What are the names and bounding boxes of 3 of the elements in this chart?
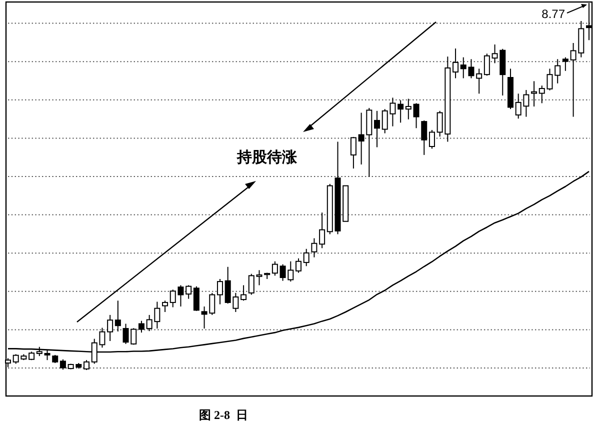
annotation: 图 2-8 日 xyxy=(199,408,248,422)
annotation: 8.77 xyxy=(542,7,565,21)
annotation: 持股待涨 xyxy=(237,150,297,166)
